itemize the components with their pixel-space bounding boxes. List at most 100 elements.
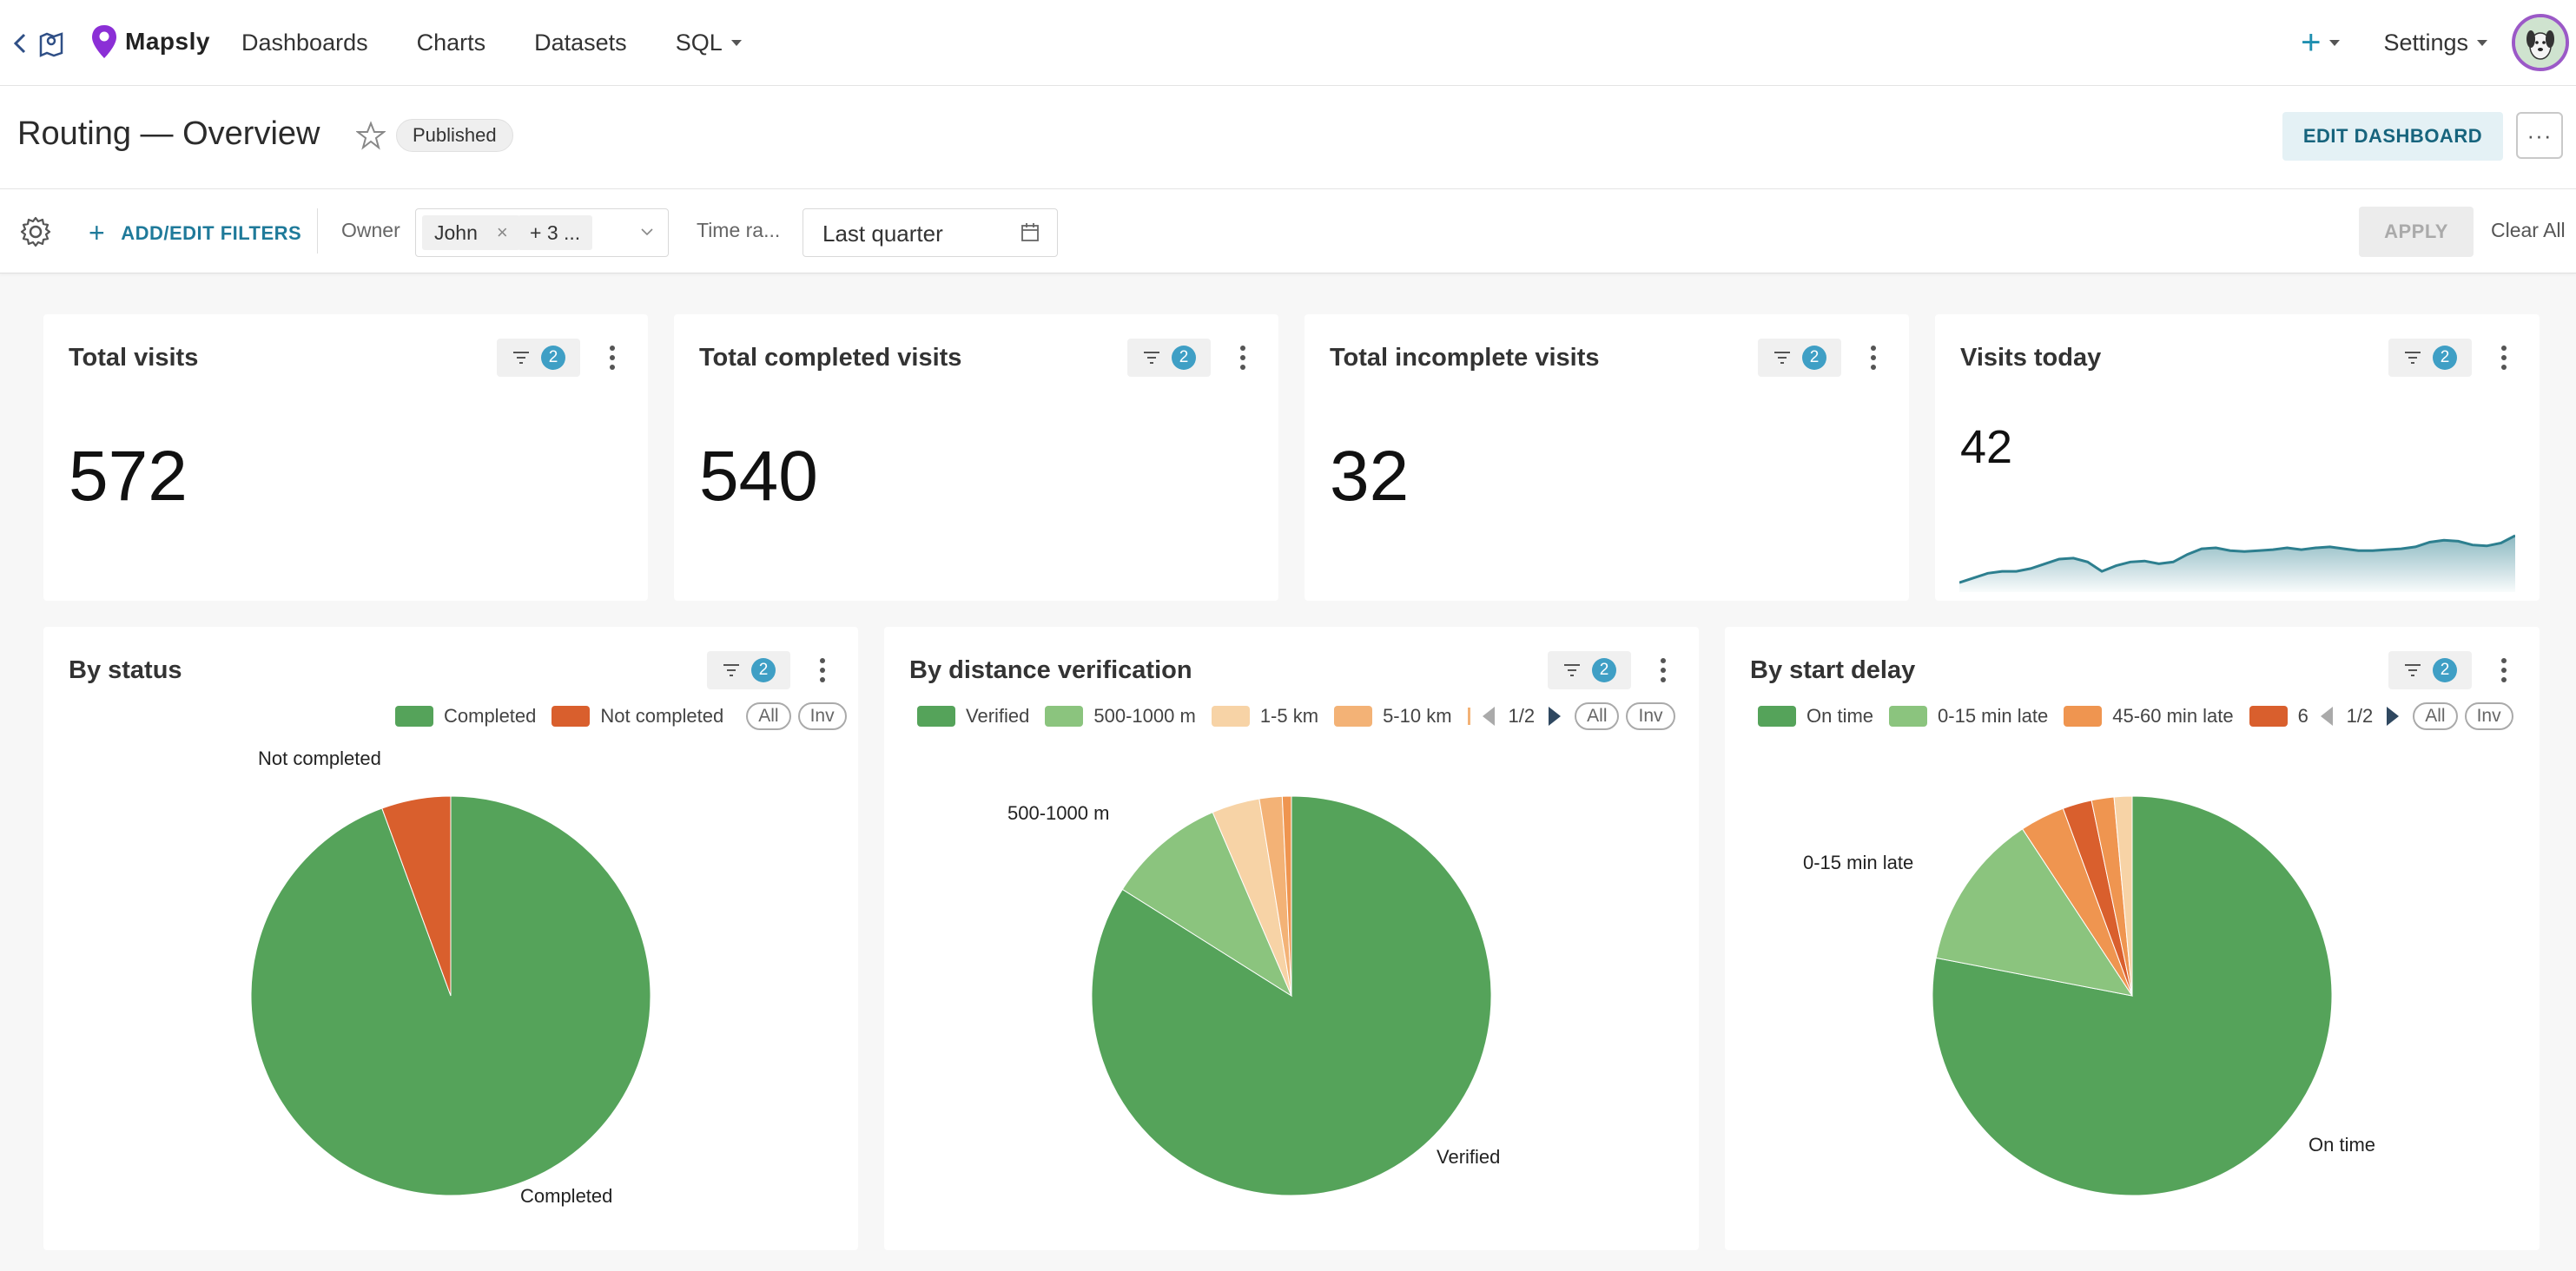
apply-filters-button[interactable]: APPLY xyxy=(2359,207,2474,257)
filter-indicator[interactable]: 2 xyxy=(497,339,580,377)
legend-select-all-button[interactable]: All xyxy=(2413,702,2458,730)
filter-indicator[interactable]: 2 xyxy=(1758,339,1841,377)
legend-item-500-1000m[interactable]: 500-1000 m xyxy=(1045,705,1196,728)
top-navigation: Mapsly Dashboards Charts Datasets SQL + … xyxy=(0,0,2576,86)
distance-slice-500-1000-m[interactable] xyxy=(1121,812,1293,998)
legend-label: 5-10 km xyxy=(1383,705,1452,727)
legend-pager: 1/2 xyxy=(1482,705,1562,728)
divider xyxy=(317,208,318,254)
filter-icon xyxy=(723,664,739,676)
filter-icon xyxy=(2405,664,2421,676)
legend-swatch xyxy=(1211,706,1250,727)
legend-item-on-time[interactable]: On time xyxy=(1758,705,1873,728)
legend-label: 1-5 km xyxy=(1259,705,1319,727)
legend-prev-page-icon[interactable] xyxy=(2320,707,2333,726)
gear-icon[interactable] xyxy=(19,215,52,248)
kpi-value: 32 xyxy=(1330,437,1410,516)
remove-tag-icon[interactable]: × xyxy=(496,221,508,243)
legend-item-45-60-min-late[interactable]: 45-60 min late xyxy=(2064,705,2234,728)
kebab-menu-icon[interactable] xyxy=(1238,344,1247,372)
published-status-badge[interactable]: Published xyxy=(396,119,513,152)
kebab-menu-icon[interactable] xyxy=(2500,344,2508,372)
favorite-star-icon[interactable] xyxy=(356,121,386,150)
nav-link-datasets[interactable]: Datasets xyxy=(534,29,627,56)
status-slice-not-completed[interactable] xyxy=(381,795,452,997)
filter-count-badge: 2 xyxy=(2433,346,2457,370)
edit-dashboard-button[interactable]: EDIT DASHBOARD xyxy=(2282,112,2503,161)
kpi-card-visits-today: Visits today 2 42 xyxy=(1935,314,2540,601)
legend-next-page-icon[interactable] xyxy=(2387,707,2400,726)
slice-label-verified: Verified xyxy=(1437,1146,1500,1168)
add-edit-filters-button[interactable]: + ADD/EDIT FILTERS xyxy=(89,217,301,249)
nav-link-dashboards[interactable]: Dashboards xyxy=(241,29,368,56)
legend-item-truncated[interactable]: 6( xyxy=(2249,705,2308,728)
legend-invert-button[interactable]: Inv xyxy=(2464,702,2513,730)
kebab-menu-icon[interactable] xyxy=(608,344,617,372)
filter-indicator[interactable]: 2 xyxy=(2388,339,2472,377)
legend-invert-button[interactable]: Inv xyxy=(797,702,847,730)
legend-item-5-10km[interactable]: 5-10 km xyxy=(1334,705,1452,728)
distance-slice-other[interactable] xyxy=(1281,795,1292,997)
brand-logo[interactable]: Mapsly xyxy=(90,23,210,61)
nav-link-sql-label: SQL xyxy=(675,29,723,56)
map-icon[interactable] xyxy=(38,28,64,57)
legend-swatch xyxy=(1045,706,1084,727)
kebab-menu-icon[interactable] xyxy=(2500,656,2508,684)
more-options-button[interactable]: ··· xyxy=(2516,112,2563,159)
legend-invert-button[interactable]: Inv xyxy=(1626,702,1675,730)
chart-legend: Verified 500-1000 m 1-5 km 5-10 km 1/2 A… xyxy=(917,701,1675,731)
legend-label: 6( xyxy=(2297,705,2308,727)
sparkline-area xyxy=(1959,535,2515,592)
legend-item-not-completed[interactable]: Not completed xyxy=(552,705,723,728)
time-range-value: Last quarter xyxy=(822,221,943,247)
filter-indicator[interactable]: 2 xyxy=(1548,651,1631,689)
delay-slice-other-2[interactable] xyxy=(2113,795,2133,997)
legend-item-completed[interactable]: Completed xyxy=(395,705,536,728)
legend-item-1-5km[interactable]: 1-5 km xyxy=(1211,705,1319,728)
back-chevron-icon[interactable] xyxy=(10,26,31,61)
new-item-menu[interactable]: + xyxy=(2301,25,2341,60)
kebab-menu-icon[interactable] xyxy=(1869,344,1878,372)
filter-indicator[interactable]: 2 xyxy=(1127,339,1211,377)
filter-indicator[interactable]: 2 xyxy=(707,651,790,689)
legend-label: 45-60 min late xyxy=(2112,705,2234,727)
slice-label-not-completed: Not completed xyxy=(258,747,381,769)
filter-icon xyxy=(1564,664,1580,676)
filter-count-badge: 2 xyxy=(2433,658,2457,682)
settings-menu[interactable]: Settings xyxy=(2383,30,2487,56)
kebab-menu-icon[interactable] xyxy=(818,656,827,684)
nav-link-sql[interactable]: SQL xyxy=(676,30,742,56)
legend-prev-page-icon[interactable] xyxy=(1482,707,1495,726)
card-title: By distance verification xyxy=(909,656,1192,684)
kpi-card-total-completed-visits: Total completed visits 2 540 xyxy=(674,314,1278,601)
slice-label-0-15-min-late: 0-15 min late xyxy=(1803,852,1913,873)
legend-select-all-button[interactable]: All xyxy=(1575,702,1620,730)
filter-count-badge: 2 xyxy=(751,658,776,682)
legend-swatch xyxy=(1889,706,1928,727)
legend-item-verified[interactable]: Verified xyxy=(917,705,1029,728)
kebab-menu-icon[interactable] xyxy=(1659,656,1668,684)
calendar-icon xyxy=(1021,223,1039,241)
owner-tag-john[interactable]: John × xyxy=(422,215,520,250)
legend-swatch xyxy=(395,706,433,727)
legend-label: Completed xyxy=(444,705,537,727)
nav-link-charts[interactable]: Charts xyxy=(416,29,486,56)
slice-label-completed: Completed xyxy=(520,1185,612,1207)
owner-filter-select[interactable]: John × + 3 ... xyxy=(415,208,669,257)
avatar-image xyxy=(2515,17,2566,68)
legend-next-page-icon[interactable] xyxy=(1549,707,1562,726)
time-range-picker[interactable]: Last quarter xyxy=(803,208,1058,257)
card-title: Total visits xyxy=(69,344,199,372)
owner-more-tag[interactable]: + 3 ... xyxy=(518,215,593,250)
kpi-value: 540 xyxy=(699,437,818,516)
legend-label: Verified xyxy=(966,705,1030,727)
user-avatar[interactable] xyxy=(2512,14,2569,71)
legend-swatch xyxy=(1758,706,1796,727)
delay-slice-0-15-min-late[interactable] xyxy=(1935,828,2134,997)
legend-select-all-button[interactable]: All xyxy=(746,702,791,730)
legend-item-0-15-min-late[interactable]: 0-15 min late xyxy=(1889,705,2048,728)
filter-indicator[interactable]: 2 xyxy=(2388,651,2472,689)
card-title: By start delay xyxy=(1750,656,1916,684)
legend-swatch xyxy=(2064,706,2103,727)
clear-all-button[interactable]: Clear All xyxy=(2491,219,2566,241)
